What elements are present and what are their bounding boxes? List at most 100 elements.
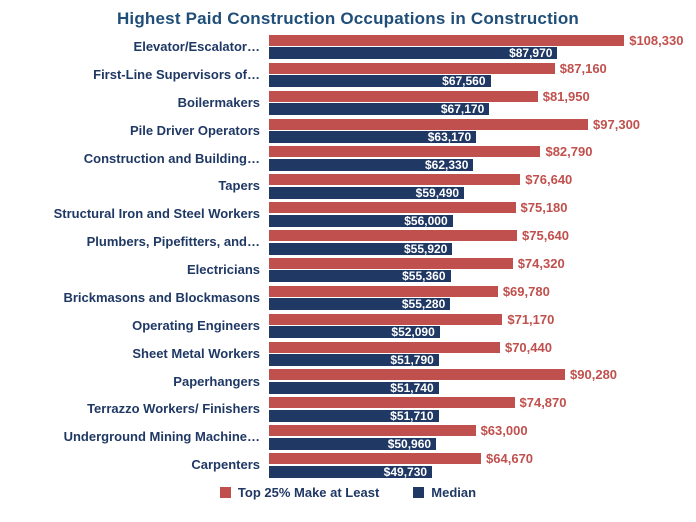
category-label: Plumbers, Pipefitters, and… xyxy=(86,234,260,250)
top25-bar-line: $90,280 xyxy=(269,367,692,383)
bar-group: $82,790 $62,330 xyxy=(269,145,692,172)
median-bar: $56,000 xyxy=(269,213,453,228)
median-value-label: $55,360 xyxy=(402,269,446,284)
top25-value-label: $75,180 xyxy=(520,200,568,216)
median-bar: $55,360 xyxy=(269,269,451,284)
top25-bar xyxy=(269,397,515,409)
bar-group: $108,330 $87,970 xyxy=(269,32,692,60)
top25-bar xyxy=(269,425,476,437)
legend-swatch-top25 xyxy=(219,487,231,498)
median-bar: $51,740 xyxy=(269,381,439,394)
median-value-label: $55,920 xyxy=(403,241,448,256)
legend-swatch-median xyxy=(413,487,425,498)
bar-group: $90,280 $51,740 xyxy=(269,367,692,394)
top25-value-label: $87,160 xyxy=(559,60,607,76)
top25-bar xyxy=(269,62,555,74)
chart-row: Construction and Building… $82,790 $62,330 xyxy=(6,145,692,173)
bar-group: $97,300 $63,170 xyxy=(269,118,692,144)
median-bar: $67,560 xyxy=(269,74,491,89)
top25-bar xyxy=(269,285,498,297)
top25-bar-line: $82,790 xyxy=(269,145,692,158)
median-bar-line: $62,330 xyxy=(269,157,692,172)
median-bar-line: $51,790 xyxy=(269,354,692,367)
top25-bar-line: $64,670 xyxy=(269,452,692,465)
top25-bar xyxy=(269,230,518,242)
top25-bar-line: $71,170 xyxy=(269,313,692,326)
top25-bar xyxy=(269,313,503,325)
chart-row: Paperhangers $90,280 $51,740 xyxy=(6,368,692,396)
category-label: Elevator/Escalator… xyxy=(133,39,260,55)
legend-item-median: Median xyxy=(413,485,476,500)
top25-bar xyxy=(269,369,566,381)
median-bar: $87,970 xyxy=(269,47,558,60)
top25-bar-line: $87,160 xyxy=(269,60,692,76)
chart-row: Elevator/Escalator… $108,330 $87,970 xyxy=(6,33,692,61)
median-value-label: $56,000 xyxy=(404,213,448,228)
chart-legend: Top 25% Make at Least Median xyxy=(0,485,696,500)
bar-group: $75,180 $56,000 xyxy=(269,200,692,228)
chart-rows: Elevator/Escalator… $108,330 $87,970 First-… xyxy=(0,33,696,479)
median-value-label: $55,280 xyxy=(401,297,446,312)
chart-row: Tapers $76,640 $59,490 xyxy=(6,172,692,200)
bar-group: $76,640 $59,490 xyxy=(269,172,692,200)
top25-bar xyxy=(269,257,513,269)
category-label: Brickmasons and Blockmasons xyxy=(63,289,260,305)
median-value-label: $59,490 xyxy=(415,185,460,200)
top25-bar-line: $81,950 xyxy=(269,88,692,104)
chart-row: Plumbers, Pipefitters, and… $75,640 $55,92… xyxy=(6,228,692,256)
median-bar: $51,790 xyxy=(269,354,439,367)
top25-bar-line: $97,300 xyxy=(269,118,692,131)
top25-bar-line: $69,780 xyxy=(269,285,692,298)
median-bar-line: $87,970 xyxy=(269,47,692,60)
chart-row: Carpenters $64,670 $49,730 xyxy=(6,451,692,479)
bar-group: $63,000 $50,960 xyxy=(269,424,692,450)
chart-row: Pile Driver Operators $97,300 $63,170 xyxy=(6,117,692,145)
chart-row: Operating Engineers $71,170 $52,090 xyxy=(6,312,692,340)
bar-group: $71,170 $52,090 xyxy=(269,313,692,339)
legend-label-median: Median xyxy=(431,485,477,500)
top25-value-label: $76,640 xyxy=(525,172,573,188)
top25-bar-line: $76,640 xyxy=(269,172,692,188)
median-bar-line: $55,920 xyxy=(269,241,692,256)
median-bar-line: $63,170 xyxy=(269,131,692,144)
category-label: Paperhangers xyxy=(173,373,260,389)
top25-value-label: $108,330 xyxy=(629,32,684,48)
chart-row: Terrazzo Workers/ Finishers $74,870 $51,71… xyxy=(6,395,692,423)
category-label: Structural Iron and Steel Workers xyxy=(53,206,260,222)
bar-group: $70,440 $51,790 xyxy=(269,339,692,367)
median-bar-line: $49,730 xyxy=(269,464,692,479)
top25-bar xyxy=(269,453,482,465)
category-label: Construction and Building… xyxy=(83,150,260,166)
median-value-label: $62,330 xyxy=(424,157,469,172)
median-bar-line: $51,740 xyxy=(269,381,692,394)
top25-value-label: $74,870 xyxy=(519,395,567,411)
top25-value-label: $70,440 xyxy=(504,339,552,355)
category-label: Terrazzo Workers/ Finishers xyxy=(87,401,260,417)
median-bar: $62,330 xyxy=(269,157,474,172)
top25-value-label: $90,280 xyxy=(570,367,618,383)
bar-group: $64,670 $49,730 xyxy=(269,452,692,479)
top25-value-label: $75,640 xyxy=(522,228,570,244)
bar-group: $87,160 $67,560 xyxy=(269,60,692,89)
top25-bar xyxy=(269,341,500,353)
top25-value-label: $81,950 xyxy=(542,88,590,104)
bar-group: $75,640 $55,920 xyxy=(269,228,692,256)
chart-title: Highest Paid Construction Occupations in… xyxy=(116,9,580,28)
top25-bar-line: $74,870 xyxy=(269,395,692,411)
legend-item-top25: Top 25% Make at Least xyxy=(219,485,379,500)
top25-bar-line: $75,180 xyxy=(269,200,692,216)
median-bar: $59,490 xyxy=(269,185,465,200)
category-label: Electricians xyxy=(187,262,260,278)
top25-bar xyxy=(269,118,589,130)
median-value-label: $49,730 xyxy=(383,464,428,479)
median-bar-line: $50,960 xyxy=(269,437,692,450)
chart-row: Structural Iron and Steel Workers $75,180… xyxy=(6,200,692,228)
median-value-label: $67,170 xyxy=(440,102,485,117)
chart-row: Underground Mining Machine… $63,000 $50,96… xyxy=(6,423,692,451)
median-value-label: $67,560 xyxy=(442,74,486,89)
category-label: Tapers xyxy=(218,178,260,194)
median-bar-line: $55,280 xyxy=(269,297,692,312)
category-label: Underground Mining Machine… xyxy=(63,429,260,445)
bar-group: $74,870 $51,710 xyxy=(269,395,692,422)
